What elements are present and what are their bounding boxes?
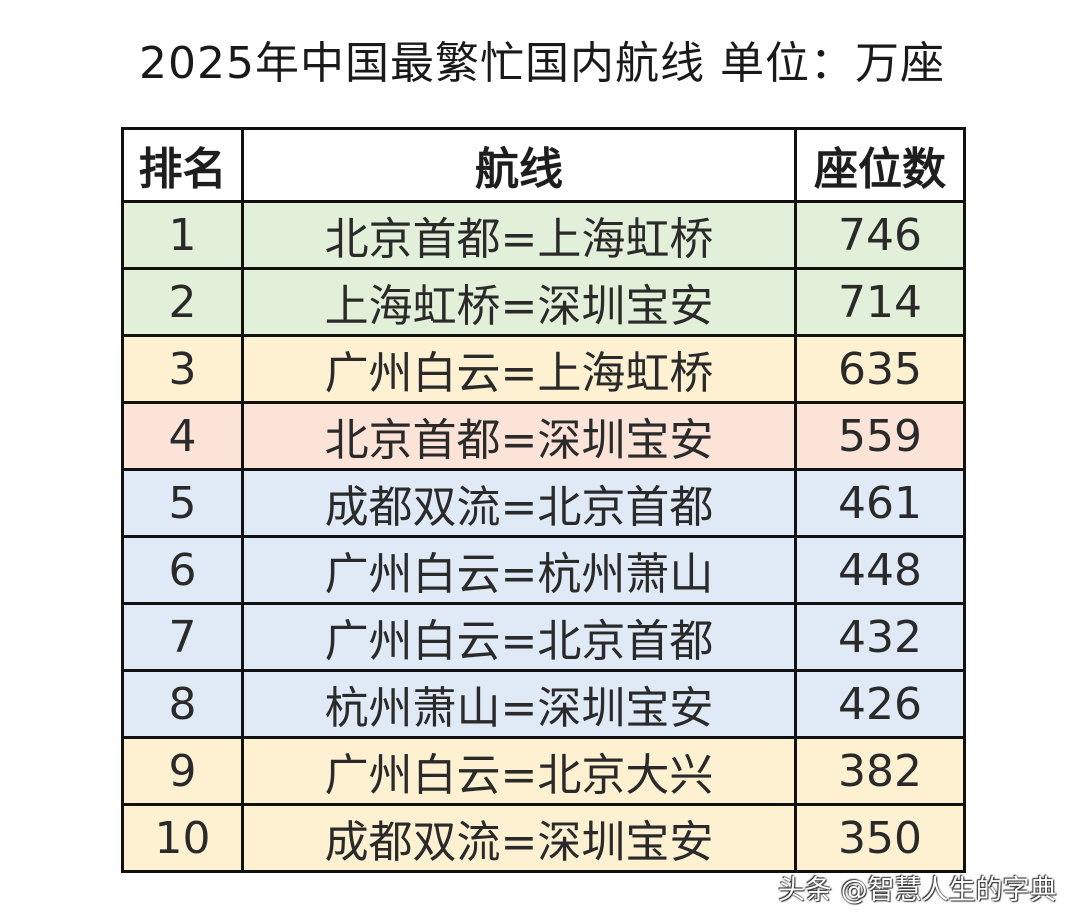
header-route: 航线 (241, 127, 797, 203)
page-title: 2025年中国最繁忙国内航线 单位：万座 (139, 38, 945, 89)
cell-route: 广州白云=北京大兴 (241, 736, 797, 806)
cell-route: 广州白云=北京首都 (241, 602, 797, 672)
watermark: 头条 @智慧人生的字典 (778, 875, 1057, 906)
table-row: 4 北京首都=深圳宝安 559 (121, 401, 966, 471)
cell-seats: 746 (794, 200, 966, 270)
table-row: 5 成都双流=北京首都 461 (121, 468, 966, 538)
table-row: 9 广州白云=北京大兴 382 (121, 736, 966, 806)
cell-rank: 9 (121, 736, 244, 806)
cell-route: 上海虹桥=深圳宝安 (241, 267, 797, 337)
table-row: 2 上海虹桥=深圳宝安 714 (121, 267, 966, 337)
header-rank: 排名 (121, 127, 244, 203)
cell-seats: 714 (794, 267, 966, 337)
cell-rank: 3 (121, 334, 244, 404)
routes-table: 排名 航线 座位数 1 北京首都=上海虹桥 746 2 上海虹桥=深圳宝安 71… (121, 127, 966, 873)
cell-seats: 432 (794, 602, 966, 672)
cell-route: 成都双流=北京首都 (241, 468, 797, 538)
table-row: 8 杭州萧山=深圳宝安 426 (121, 669, 966, 739)
cell-rank: 5 (121, 468, 244, 538)
cell-seats: 448 (794, 535, 966, 605)
header-seats: 座位数 (794, 127, 966, 203)
table-row: 1 北京首都=上海虹桥 746 (121, 200, 966, 270)
cell-seats: 559 (794, 401, 966, 471)
cell-rank: 1 (121, 200, 244, 270)
table-row: 7 广州白云=北京首都 432 (121, 602, 966, 672)
table-header-row: 排名 航线 座位数 (121, 127, 966, 203)
cell-rank: 8 (121, 669, 244, 739)
cell-route: 北京首都=上海虹桥 (241, 200, 797, 270)
cell-rank: 7 (121, 602, 244, 672)
cell-rank: 10 (121, 803, 244, 873)
cell-route: 广州白云=上海虹桥 (241, 334, 797, 404)
cell-route: 北京首都=深圳宝安 (241, 401, 797, 471)
table-row: 10 成都双流=深圳宝安 350 (121, 803, 966, 873)
table-row: 6 广州白云=杭州萧山 448 (121, 535, 966, 605)
cell-route: 广州白云=杭州萧山 (241, 535, 797, 605)
cell-rank: 2 (121, 267, 244, 337)
cell-route: 成都双流=深圳宝安 (241, 803, 797, 873)
cell-route: 杭州萧山=深圳宝安 (241, 669, 797, 739)
cell-seats: 426 (794, 669, 966, 739)
cell-seats: 635 (794, 334, 966, 404)
cell-seats: 382 (794, 736, 966, 806)
cell-rank: 6 (121, 535, 244, 605)
cell-seats: 461 (794, 468, 966, 538)
cell-rank: 4 (121, 401, 244, 471)
routes-table-container: 排名 航线 座位数 1 北京首都=上海虹桥 746 2 上海虹桥=深圳宝安 71… (121, 127, 966, 873)
cell-seats: 350 (794, 803, 966, 873)
table-row: 3 广州白云=上海虹桥 635 (121, 334, 966, 404)
